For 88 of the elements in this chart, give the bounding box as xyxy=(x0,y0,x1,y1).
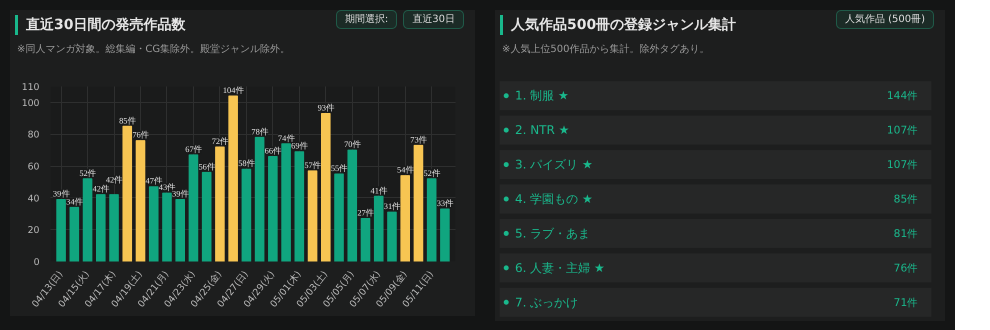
data-label: 54件 xyxy=(397,166,414,175)
data-label: 74件 xyxy=(278,134,294,143)
data-label: 39件 xyxy=(52,189,70,198)
bar xyxy=(347,150,358,262)
text: 直近30日 xyxy=(403,10,464,29)
category-label: 7. ぶっかけ xyxy=(514,295,578,310)
bar xyxy=(162,192,172,262)
data-label: 93件 xyxy=(318,104,334,113)
bar xyxy=(360,218,370,262)
data-label: 69件 xyxy=(291,142,308,151)
category-label: 4. 学園もの ★ xyxy=(514,192,593,206)
bar xyxy=(281,143,291,262)
y-tick-label: 40 xyxy=(28,193,40,204)
data-label: 42件 xyxy=(106,176,122,185)
data-label: 41件 xyxy=(370,186,387,196)
text: 期間選択: xyxy=(336,10,398,29)
data-label: 55件 xyxy=(330,164,348,173)
category-label: 1. 制服 ★ xyxy=(514,88,569,103)
category-label: 6. 人妻・主婦 ★ xyxy=(514,260,605,275)
y-tick-label: 110 xyxy=(22,82,40,93)
bar xyxy=(268,156,278,262)
bar xyxy=(175,198,186,262)
bar xyxy=(188,154,198,262)
bar xyxy=(228,96,238,262)
text: 人気作品 (500冊) xyxy=(836,10,934,29)
bar xyxy=(70,206,80,262)
text: ※人気上位500作品から集計。除外タグあり。 xyxy=(502,43,710,57)
data-label: 43件 xyxy=(158,183,176,192)
bar xyxy=(254,136,264,262)
category-label: 2. NTR ★ xyxy=(514,123,570,138)
y-tick-label: 80 xyxy=(28,130,40,141)
data-label: 72件 xyxy=(212,136,228,146)
y-tick-label: 60 xyxy=(28,162,40,173)
bar xyxy=(414,144,424,262)
bar xyxy=(440,208,450,262)
data-label: 52件 xyxy=(423,168,440,178)
bar xyxy=(308,170,318,262)
bar xyxy=(148,186,159,262)
chart-subtitle: ※同人マンガ対象。総集編・CG集除外。殿堂ジャンル除外。 xyxy=(17,43,292,57)
bar xyxy=(387,212,397,262)
bar xyxy=(320,113,331,262)
data-label: 70件 xyxy=(344,140,360,150)
data-label: 107件 xyxy=(886,124,918,137)
data-label: 57件 xyxy=(304,160,321,170)
data-label: 66件 xyxy=(264,146,282,156)
data-label: 144件 xyxy=(886,89,918,102)
bar xyxy=(242,168,252,262)
data-label: 104件 xyxy=(222,86,244,96)
bar xyxy=(82,178,92,262)
y-tick-label: 0 xyxy=(34,257,40,268)
bar xyxy=(334,174,344,262)
bar xyxy=(215,146,225,262)
data-label: 76件 xyxy=(894,261,918,274)
data-label: 42件 xyxy=(92,184,109,194)
category-label: 5. ラブ・あま xyxy=(514,226,590,240)
bar xyxy=(202,172,212,262)
bar xyxy=(426,178,436,262)
data-label: 81件 xyxy=(894,226,918,240)
y-tick-label: 100 xyxy=(22,98,40,109)
bar xyxy=(122,126,132,262)
y-tick-label: 20 xyxy=(28,225,40,236)
text: 人気作品500冊の登録ジャンル集計 xyxy=(511,17,736,33)
bar xyxy=(294,151,304,262)
data-label: 58件 xyxy=(238,159,255,168)
data-label: 85件 xyxy=(119,116,136,126)
data-label: 78件 xyxy=(251,127,268,136)
bar xyxy=(374,196,384,262)
data-label: 73件 xyxy=(410,135,427,144)
data-label: 67件 xyxy=(185,144,202,154)
bar xyxy=(136,140,146,262)
data-label: 31件 xyxy=(384,202,400,212)
bar xyxy=(96,194,106,262)
category-label: 3. パイズリ ★ xyxy=(514,158,593,172)
data-label: 27件 xyxy=(357,208,374,218)
data-label: 39件 xyxy=(172,189,188,198)
data-label: 76件 xyxy=(132,130,149,140)
data-label: 56件 xyxy=(198,162,215,172)
data-label: 33件 xyxy=(436,199,454,208)
data-label: 71件 xyxy=(894,296,918,309)
data-label: 34件 xyxy=(66,197,83,206)
data-label: 47件 xyxy=(146,176,162,186)
data-label: 52件 xyxy=(79,168,96,178)
bar xyxy=(56,198,66,262)
bar xyxy=(109,194,119,262)
chart-title: 直近30日間の発売作品数 xyxy=(26,17,186,33)
data-label: 107件 xyxy=(886,158,918,172)
data-label: 85件 xyxy=(894,192,918,206)
bar xyxy=(400,175,410,262)
